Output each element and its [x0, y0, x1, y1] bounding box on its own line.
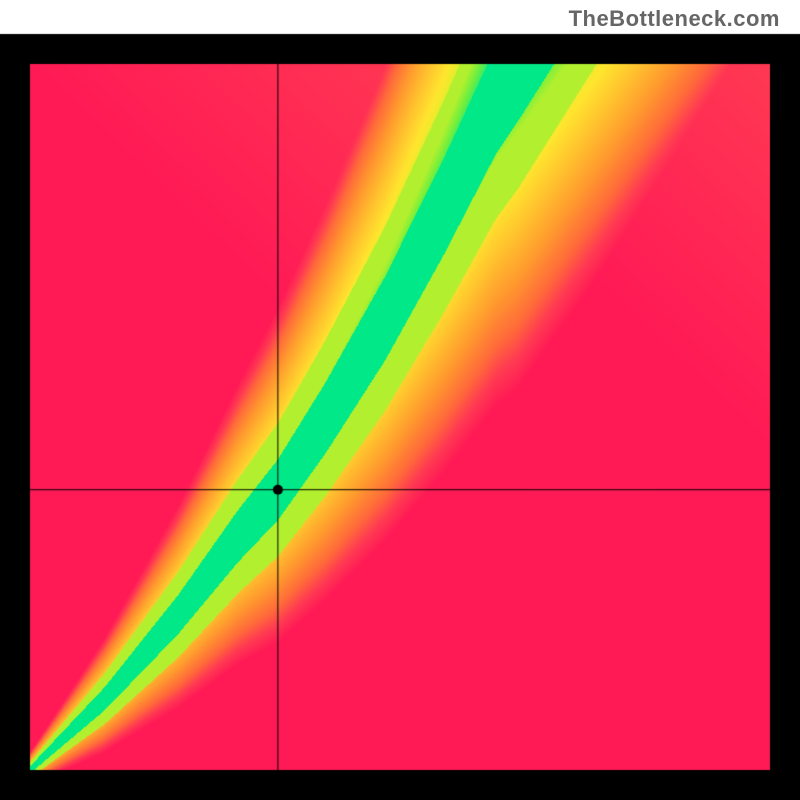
chart-wrapper: TheBottleneck.com: [0, 0, 800, 800]
bottleneck-heatmap-canvas: [0, 0, 800, 800]
watermark-text: TheBottleneck.com: [569, 6, 780, 32]
